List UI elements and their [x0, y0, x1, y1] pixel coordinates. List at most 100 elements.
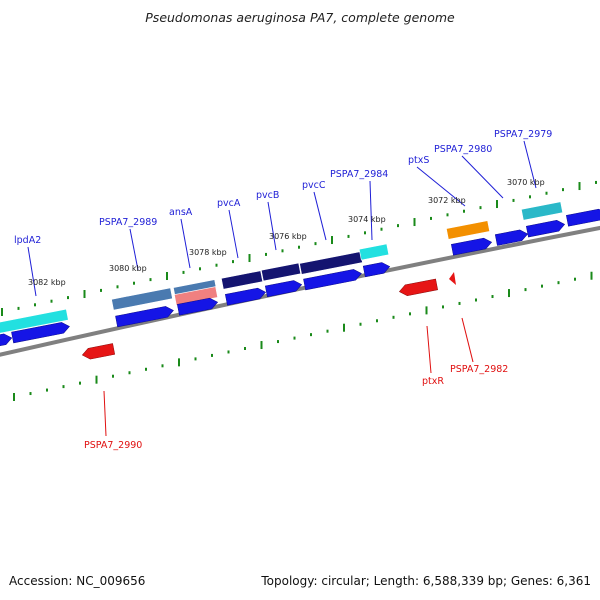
- scale-tick: [145, 367, 147, 371]
- scale-tick: [194, 357, 197, 361]
- gene-label: PSPA7_2990: [84, 440, 142, 451]
- gene-arrow: [362, 262, 391, 278]
- scale-tick: [227, 350, 230, 354]
- scale-tick: [62, 385, 65, 389]
- scale-tick: [359, 322, 362, 326]
- scale-tick: [578, 182, 581, 191]
- scale-tick: [34, 303, 36, 307]
- scale-tick: [260, 341, 263, 350]
- scale-label: 3080 kbp: [109, 264, 147, 273]
- label-leaders: [27, 140, 537, 437]
- scale-tick: [314, 242, 317, 246]
- scale-tick: [574, 277, 576, 281]
- scale-tick: [199, 267, 201, 271]
- scale-tick: [215, 263, 218, 267]
- scale-tick: [298, 245, 300, 249]
- scale-tick: [376, 319, 378, 323]
- gene-label: ansA: [169, 207, 193, 218]
- gene-arrow: [177, 297, 219, 316]
- scale-tick: [331, 236, 333, 245]
- scale-label: 3082 kbp: [28, 278, 66, 287]
- label-leader-line: [27, 246, 37, 297]
- scale-tick: [541, 284, 543, 288]
- label-leader-line: [313, 191, 327, 241]
- scale-tick: [277, 340, 279, 344]
- scale-tick: [232, 260, 234, 264]
- gene-arrow: [0, 333, 13, 348]
- scale-tick: [281, 249, 284, 253]
- scale-tick: [545, 191, 548, 195]
- scale-tick: [112, 374, 114, 378]
- label-leader-line: [416, 166, 466, 207]
- gene-label: PSPA7_2979: [494, 129, 552, 140]
- reverse-gene-marker: [449, 272, 456, 285]
- scale-label: 3076 kbp: [269, 232, 307, 241]
- gene-label: ptxS: [408, 155, 429, 166]
- scale-tick: [182, 270, 185, 274]
- scale-tick: [364, 231, 366, 235]
- scale-tick: [133, 281, 135, 285]
- label-leader-line: [461, 317, 474, 363]
- scale-label: 3078 kbp: [189, 248, 227, 257]
- scale-tick: [248, 254, 251, 263]
- scale-tick: [409, 312, 411, 316]
- scale-tick: [293, 336, 296, 340]
- scale-tick: [178, 358, 180, 367]
- scale-tick: [430, 216, 432, 220]
- scale-tick: [446, 213, 449, 217]
- gene-arrow: [115, 306, 174, 328]
- scale-tick: [46, 388, 48, 392]
- scale-tick: [310, 333, 312, 337]
- scale-tick: [463, 209, 465, 213]
- gene-label: pvcC: [302, 180, 326, 191]
- scale-tick: [149, 278, 152, 282]
- label-layer: lpdA2 PSPA7_2989 ansA pvcA pvcB pvcC PSPA7_298…: [14, 129, 552, 451]
- scale-tick: [343, 323, 345, 332]
- scale-tick: [479, 206, 482, 210]
- scale-tick: [413, 218, 416, 227]
- scale-tick: [458, 301, 461, 305]
- scale-tick: [524, 288, 527, 292]
- scale-tick: [508, 289, 510, 298]
- scale-tick: [17, 306, 20, 310]
- feature-PSPA7_2984: [358, 243, 390, 261]
- scale-tick: [265, 252, 267, 256]
- label-leader-line: [369, 180, 373, 241]
- feature-PSPA7_2980: [520, 201, 564, 221]
- label-leader-line: [267, 201, 277, 251]
- scale-tick: [1, 308, 3, 316]
- label-leader-line: [129, 228, 139, 271]
- label-leader-line: [461, 155, 504, 199]
- gene-label: ptxR: [422, 376, 444, 387]
- scale-tick: [512, 198, 515, 202]
- gene-arrow: [225, 287, 267, 306]
- scale-tick: [166, 272, 168, 281]
- scale-tick: [13, 393, 15, 401]
- scale-tick: [425, 306, 428, 315]
- scale-tick: [211, 353, 213, 357]
- feature-ptxS: [445, 220, 491, 240]
- scale-label: 3070 kbp: [507, 178, 545, 187]
- gene-label: PSPA7_2989: [99, 217, 157, 228]
- gene-arrow: [303, 269, 362, 291]
- gene-arrow: [264, 280, 303, 298]
- scale-tick: [496, 200, 498, 209]
- scale-tick: [595, 180, 597, 184]
- scale-tick: [29, 392, 32, 396]
- scale-tick: [95, 375, 98, 384]
- feature-PSPA7_2989: [111, 287, 173, 311]
- scale-tick: [116, 285, 119, 289]
- accession-text: Accession: NC_009656: [9, 574, 146, 588]
- gene-label: pvcB: [256, 190, 279, 201]
- scale-label: 3072 kbp: [428, 196, 466, 205]
- forward-scale-ticks: [1, 180, 597, 316]
- scale-tick: [161, 364, 164, 368]
- genome-summary-text: Topology: circular; Length: 6,588,339 bp…: [261, 574, 591, 588]
- gene-arrow: [494, 229, 529, 246]
- gene-label: PSPA7_2980: [434, 144, 492, 155]
- gene-label: PSPA7_2984: [330, 169, 388, 180]
- reverse-gene-arrow: [398, 278, 438, 296]
- feature-lpdA2-cds: [0, 308, 69, 336]
- gene-label: lpdA2: [14, 235, 41, 246]
